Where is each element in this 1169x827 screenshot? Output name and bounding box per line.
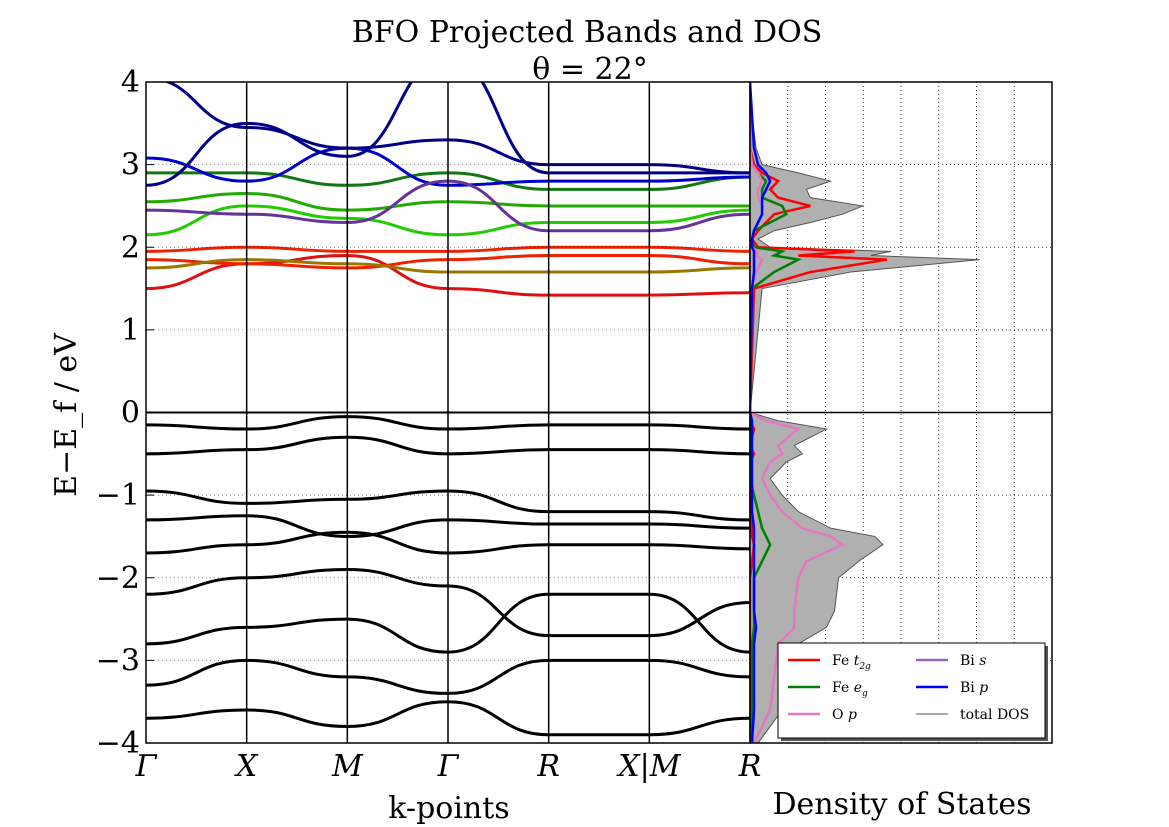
- k-point-ticks: Γ X M Γ R X|M R: [135, 749, 762, 784]
- k-point-label: M: [331, 749, 364, 784]
- dos-grid: [146, 81, 1052, 744]
- k-point-label: X|M: [616, 749, 681, 784]
- y-tick-label: 0: [121, 396, 140, 431]
- k-point-label: Γ: [437, 749, 460, 784]
- legend-label: total DOS: [960, 707, 1029, 723]
- chart-subtitle: θ = 22°: [532, 52, 647, 87]
- legend-box: [777, 642, 1046, 739]
- y-tick-label: −2: [96, 561, 140, 596]
- y-tick-label: 1: [121, 313, 140, 348]
- legend-label: Fe eg: [832, 680, 868, 699]
- k-point-label: Γ: [135, 749, 158, 784]
- legend-label: O p: [832, 707, 857, 723]
- x-axis-label: k-points: [388, 791, 509, 826]
- dos-projection-line: [750, 82, 772, 743]
- dos-frame: [749, 81, 1053, 744]
- k-point-label: R: [536, 749, 560, 784]
- legend-label: Bi s: [960, 653, 986, 669]
- y-axis-label: E−E_f / eV: [49, 332, 84, 497]
- k-point-label: X: [234, 749, 259, 784]
- y-tick-label: 4: [121, 65, 140, 100]
- dos-projection-line: [750, 82, 846, 743]
- k-point-label: R: [738, 749, 762, 784]
- chart-title: BFO Projected Bands and DOS: [352, 15, 823, 50]
- y-ticks: −4 −3 −2 −1 0 1 2 3 4: [96, 65, 154, 761]
- y-tick-label: −3: [96, 643, 140, 678]
- y-tick-label: 2: [121, 230, 140, 265]
- total-dos-area: [750, 82, 980, 743]
- dos-axis-label: Density of States: [772, 787, 1031, 822]
- dos-legend: Fe t2g Fe eg O p Bi s Bi p total DOS: [777, 642, 1048, 741]
- y-tick-label: −1: [96, 478, 140, 513]
- y-tick-label: −4: [96, 726, 140, 761]
- legend-label: Fe t2g: [832, 653, 871, 672]
- dos-projection-line: [750, 82, 803, 743]
- bands-panel: −4 −3 −2 −1 0 1 2 3 4 Γ X M Γ R X|M R k-points E−E_f /…: [49, 65, 762, 826]
- dos-panel: Density of States Fe t2g Fe eg O p Bi s Bi p…: [146, 81, 1053, 822]
- legend-label: Bi p: [960, 680, 988, 696]
- y-tick-label: 3: [121, 148, 140, 183]
